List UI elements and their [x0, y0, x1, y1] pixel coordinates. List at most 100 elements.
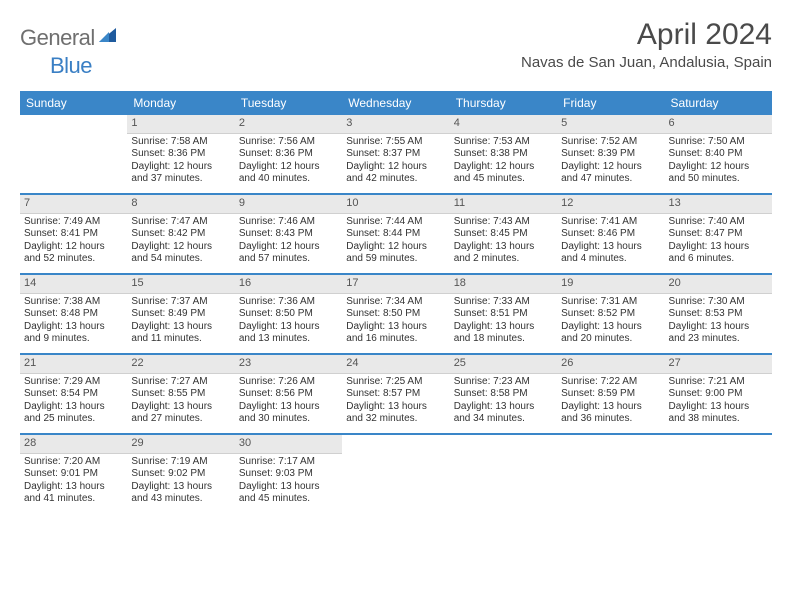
day-info-line: and 38 minutes. — [669, 413, 768, 426]
day-info-line: and 45 minutes. — [239, 493, 338, 506]
day-info-line: Sunrise: 7:29 AM — [24, 376, 123, 389]
week-row: 14Sunrise: 7:38 AMSunset: 8:48 PMDayligh… — [20, 275, 772, 353]
day-info-line: Sunset: 8:37 PM — [346, 148, 445, 161]
day-info-line: Sunset: 8:52 PM — [561, 308, 660, 321]
day-info-line: and 25 minutes. — [24, 413, 123, 426]
location-subtitle: Navas de San Juan, Andalusia, Spain — [521, 54, 772, 71]
day-cell — [450, 435, 557, 513]
day-info-line: Sunset: 8:50 PM — [239, 308, 338, 321]
logo-sail-icon — [97, 24, 119, 51]
day-number: 8 — [131, 197, 137, 209]
day-info-line: Sunset: 8:40 PM — [669, 148, 768, 161]
day-info-line: Sunrise: 7:50 AM — [669, 136, 768, 149]
day-number-bar: 10 — [342, 195, 449, 214]
day-info-line: and 57 minutes. — [239, 253, 338, 266]
day-number: 9 — [239, 197, 245, 209]
dow-cell: Thursday — [450, 91, 557, 115]
dow-cell: Saturday — [665, 91, 772, 115]
day-number-bar: 20 — [665, 275, 772, 294]
day-info-line: Sunrise: 7:33 AM — [454, 296, 553, 309]
day-info-line: Daylight: 13 hours — [239, 321, 338, 334]
day-info-line: Sunset: 9:02 PM — [131, 468, 230, 481]
day-info-line: Sunrise: 7:20 AM — [24, 456, 123, 469]
day-info-line: Sunrise: 7:25 AM — [346, 376, 445, 389]
week-row: 7Sunrise: 7:49 AMSunset: 8:41 PMDaylight… — [20, 195, 772, 273]
day-info-line: Daylight: 13 hours — [669, 321, 768, 334]
day-number-bar: 12 — [557, 195, 664, 214]
day-cell: 21Sunrise: 7:29 AMSunset: 8:54 PMDayligh… — [20, 355, 127, 433]
day-info-line: and 27 minutes. — [131, 413, 230, 426]
day-number-bar: 13 — [665, 195, 772, 214]
day-info-line: Daylight: 13 hours — [346, 321, 445, 334]
day-cell: 17Sunrise: 7:34 AMSunset: 8:50 PMDayligh… — [342, 275, 449, 353]
day-number-bar: 9 — [235, 195, 342, 214]
day-cell: 16Sunrise: 7:36 AMSunset: 8:50 PMDayligh… — [235, 275, 342, 353]
day-info-line: and 40 minutes. — [239, 173, 338, 186]
day-info-line: Sunrise: 7:36 AM — [239, 296, 338, 309]
day-info-line: Sunset: 9:03 PM — [239, 468, 338, 481]
day-number: 10 — [346, 197, 358, 209]
dow-cell: Wednesday — [342, 91, 449, 115]
day-info-line: Sunset: 8:47 PM — [669, 228, 768, 241]
day-info-line: and 41 minutes. — [24, 493, 123, 506]
day-number-bar: 18 — [450, 275, 557, 294]
day-info-line: Daylight: 12 hours — [131, 241, 230, 254]
day-info-line: Sunrise: 7:49 AM — [24, 216, 123, 229]
day-info-line: Sunset: 8:44 PM — [346, 228, 445, 241]
day-number-bar: 11 — [450, 195, 557, 214]
day-cell: 23Sunrise: 7:26 AMSunset: 8:56 PMDayligh… — [235, 355, 342, 433]
day-number: 24 — [346, 357, 358, 369]
day-info-line: Sunrise: 7:47 AM — [131, 216, 230, 229]
day-info-line: Sunset: 8:58 PM — [454, 388, 553, 401]
day-number-bar: 21 — [20, 355, 127, 374]
day-info-line: Daylight: 13 hours — [24, 481, 123, 494]
day-info-line: Daylight: 13 hours — [239, 401, 338, 414]
day-number: 27 — [669, 357, 681, 369]
day-info-line: and 18 minutes. — [454, 333, 553, 346]
day-info-line: Sunset: 9:01 PM — [24, 468, 123, 481]
day-cell: 9Sunrise: 7:46 AMSunset: 8:43 PMDaylight… — [235, 195, 342, 273]
day-info-line: Daylight: 13 hours — [454, 241, 553, 254]
day-info-line: Daylight: 13 hours — [561, 321, 660, 334]
day-info-line: and 36 minutes. — [561, 413, 660, 426]
day-number-bar: 3 — [342, 115, 449, 134]
day-info-line: and 34 minutes. — [454, 413, 553, 426]
day-number-bar: 30 — [235, 435, 342, 454]
day-info-line: Sunset: 8:43 PM — [239, 228, 338, 241]
logo: General — [20, 18, 121, 51]
day-info-line: Daylight: 13 hours — [131, 481, 230, 494]
month-title: April 2024 — [521, 18, 772, 52]
day-info-line: Daylight: 12 hours — [239, 161, 338, 174]
day-number-bar: 15 — [127, 275, 234, 294]
day-info-line: Sunset: 8:39 PM — [561, 148, 660, 161]
day-info-line: and 6 minutes. — [669, 253, 768, 266]
week-row: 28Sunrise: 7:20 AMSunset: 9:01 PMDayligh… — [20, 435, 772, 513]
day-info-line: Daylight: 12 hours — [669, 161, 768, 174]
day-number-bar: 6 — [665, 115, 772, 134]
day-number-bar: 27 — [665, 355, 772, 374]
day-info-line: and 30 minutes. — [239, 413, 338, 426]
day-cell: 2Sunrise: 7:56 AMSunset: 8:36 PMDaylight… — [235, 115, 342, 193]
day-info-line: Daylight: 13 hours — [131, 321, 230, 334]
day-info-line: and 47 minutes. — [561, 173, 660, 186]
day-info-line: Sunrise: 7:40 AM — [669, 216, 768, 229]
day-number: 13 — [669, 197, 681, 209]
day-cell: 7Sunrise: 7:49 AMSunset: 8:41 PMDaylight… — [20, 195, 127, 273]
day-number: 26 — [561, 357, 573, 369]
day-number: 17 — [346, 277, 358, 289]
day-info-line: Daylight: 13 hours — [561, 401, 660, 414]
day-info-line: Sunrise: 7:55 AM — [346, 136, 445, 149]
day-info-line: Sunrise: 7:30 AM — [669, 296, 768, 309]
day-number: 30 — [239, 437, 251, 449]
day-info-line: Daylight: 12 hours — [131, 161, 230, 174]
day-number-bar: 28 — [20, 435, 127, 454]
day-info-line: Sunrise: 7:44 AM — [346, 216, 445, 229]
day-info-line: Daylight: 13 hours — [346, 401, 445, 414]
day-info-line: Sunrise: 7:53 AM — [454, 136, 553, 149]
day-info-line: Sunrise: 7:26 AM — [239, 376, 338, 389]
day-info-line: Sunset: 8:59 PM — [561, 388, 660, 401]
day-info-line: Sunset: 8:42 PM — [131, 228, 230, 241]
day-cell: 26Sunrise: 7:22 AMSunset: 8:59 PMDayligh… — [557, 355, 664, 433]
dow-cell: Tuesday — [235, 91, 342, 115]
day-number-bar: 26 — [557, 355, 664, 374]
